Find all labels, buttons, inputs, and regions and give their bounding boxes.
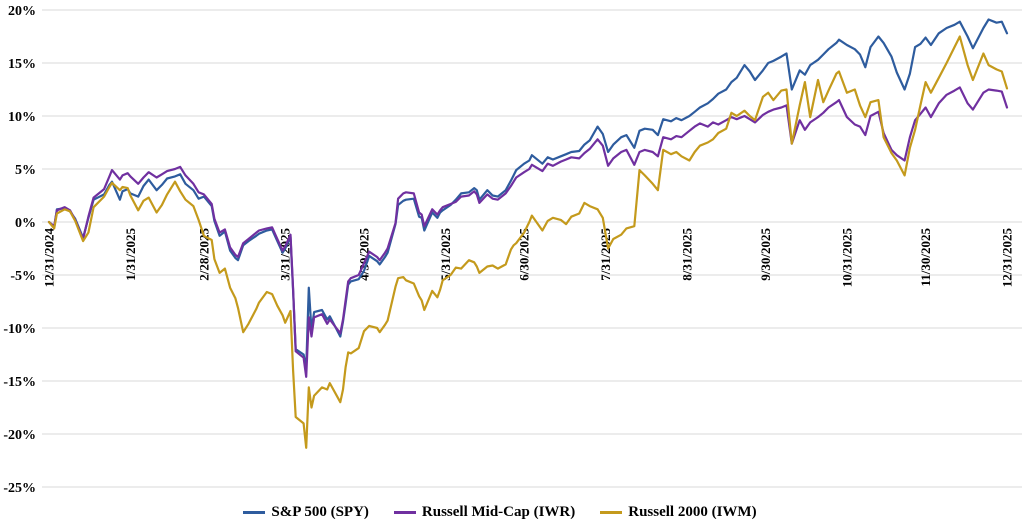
- series-line-spy[interactable]: [47, 18, 1009, 370]
- x-tick-label: 7/31/2025: [598, 228, 613, 281]
- y-tick-label: 20%: [8, 4, 36, 19]
- legend-label-spy: S&P 500 (SPY): [271, 504, 369, 520]
- x-tick-label: 8/31/2025: [679, 228, 694, 281]
- series-line-iwm[interactable]: [47, 35, 1009, 449]
- y-tick-label: 15%: [8, 57, 36, 72]
- x-tick-label: 9/30/2025: [758, 228, 773, 281]
- y-tick-label: 10%: [8, 110, 36, 125]
- x-tick-label: 4/30/2025: [356, 228, 371, 281]
- y-tick-label: 0%: [15, 216, 36, 231]
- x-tick-label: 2/28/2025: [196, 228, 211, 281]
- legend-item-iwr[interactable]: Russell Mid-Cap (IWR): [393, 504, 576, 521]
- y-axis-labels: 20% 15% 10% 5% 0% -5% -10% -15% -20% -25%: [3, 4, 36, 496]
- chart-legend: S&P 500 (SPY) Russell Mid-Cap (IWR) Russ…: [0, 504, 1000, 521]
- legend-line-swatch-iwr: [393, 511, 416, 514]
- y-tick-label: -15%: [3, 375, 36, 390]
- legend-item-iwm[interactable]: Russell 2000 (IWM): [600, 504, 757, 521]
- legend-item-spy[interactable]: S&P 500 (SPY): [243, 504, 369, 521]
- legend-label-iwm: Russell 2000 (IWM): [628, 504, 757, 520]
- x-tick-label: 12/31/2024: [42, 228, 57, 288]
- series-lines-layer: [47, 18, 1009, 449]
- x-tick-label: 1/31/2025: [123, 228, 138, 281]
- gridlines-layer: [42, 9, 1022, 488]
- series-line-iwr[interactable]: [47, 86, 1009, 378]
- x-tick-label: 10/31/2025: [839, 228, 854, 288]
- x-tick-label: 5/31/2025: [438, 228, 453, 281]
- y-tick-label: -5%: [10, 269, 36, 284]
- x-tick-label: 12/31/2025: [1000, 228, 1015, 288]
- legend-line-swatch-spy: [243, 511, 266, 514]
- legend-label-iwr: Russell Mid-Cap (IWR): [421, 504, 576, 520]
- y-tick-label: -25%: [3, 481, 36, 496]
- x-tick-label: 6/30/2025: [517, 228, 532, 281]
- y-tick-label: -20%: [3, 428, 36, 443]
- x-tick-label: 11/30/2025: [918, 228, 933, 287]
- x-axis-labels: 12/31/2024 1/31/2025 2/28/2025 3/31/2025 4/3…: [42, 228, 1015, 288]
- legend-line-swatch-iwm: [600, 511, 623, 514]
- y-tick-label: -10%: [3, 322, 36, 337]
- y-tick-label: 5%: [15, 163, 36, 178]
